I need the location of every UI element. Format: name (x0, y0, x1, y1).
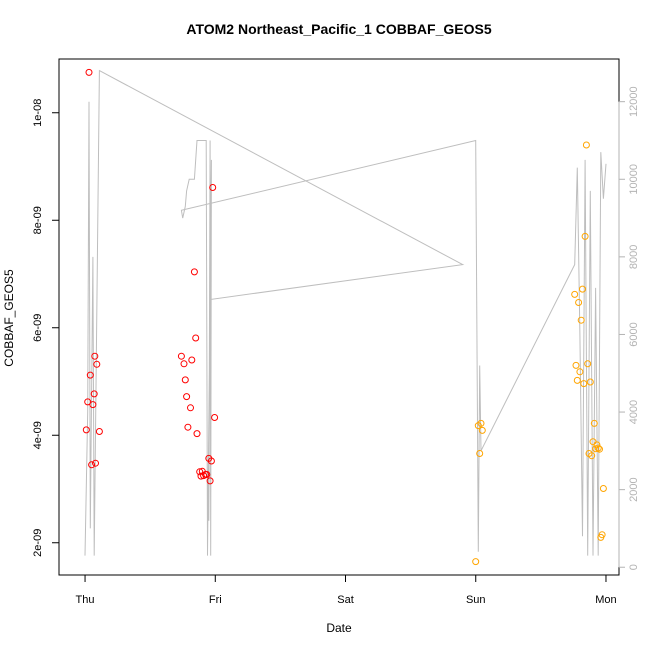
data-point-red-7 (91, 352, 99, 360)
y-tick-label-2: 6e-09 (32, 314, 44, 342)
x-tick-label-Sun: Sun (466, 594, 486, 606)
chart-title: ATOM2 Northeast_Pacific_1 COBBAF_GEOS5 (186, 21, 491, 37)
data-point-red-15 (184, 423, 192, 431)
plot-frame (58, 58, 620, 576)
data-point-orange-11 (579, 285, 586, 293)
data-point-red-2 (85, 68, 93, 76)
data-point-orange-26 (598, 531, 606, 539)
y2-tick-label-4: 8000 (628, 245, 640, 269)
data-point-orange-23 (594, 444, 602, 452)
data-point-orange-9 (576, 368, 584, 376)
altitude-line-layer (84, 69, 607, 556)
x-tick-label-Fri: Fri (209, 594, 222, 606)
y2-tick-label-5: 10000 (628, 164, 640, 195)
y-tick-label-1: 4e-09 (32, 421, 44, 449)
data-point-red-17 (188, 356, 196, 364)
y-tick-label-0: 2e-09 (32, 529, 44, 557)
data-point-orange-21 (592, 445, 600, 453)
data-point-red-14 (183, 393, 191, 401)
data-point-red-9 (93, 360, 101, 368)
data-point-orange-18 (588, 452, 596, 460)
data-point-orange-0 (472, 558, 480, 566)
data-point-red-12 (180, 360, 188, 368)
data-point-orange-13 (581, 232, 589, 240)
y-tick-label-4: 1e-08 (32, 99, 44, 127)
data-point-orange-19 (589, 438, 597, 446)
data-point-red-4 (88, 461, 96, 469)
data-point-red-31 (211, 414, 219, 421)
data-point-orange-12 (580, 380, 588, 388)
data-point-red-19 (192, 334, 200, 342)
x-tick-label-Mon: Mon (595, 594, 616, 606)
x-tick-label-Sat: Sat (337, 594, 354, 606)
altitude-line (84, 69, 607, 556)
data-point-orange-8 (575, 299, 583, 306)
data-point-orange-20 (590, 419, 598, 427)
data-point-orange-4 (478, 426, 486, 434)
points-layer (82, 68, 607, 566)
data-point-red-3 (86, 371, 94, 379)
data-point-red-11 (177, 352, 185, 360)
data-point-orange-7 (573, 376, 581, 384)
y2-tick-label-1: 2000 (628, 477, 640, 501)
data-point-red-26 (203, 471, 211, 478)
data-point-red-18 (190, 268, 198, 276)
y2-tick-label-2: 4000 (628, 400, 640, 424)
data-point-orange-2 (476, 450, 484, 457)
data-point-red-21 (196, 468, 204, 476)
data-point-orange-27 (599, 485, 607, 492)
data-point-orange-6 (572, 361, 580, 369)
y2-tick-label-0: 0 (628, 564, 640, 570)
y-axis-label: COBBAF_GEOS5 (2, 269, 16, 367)
x-axis: Thu Fri Sat Sun Mon (76, 574, 617, 606)
y2-tick-label-3: 6000 (628, 322, 640, 346)
data-point-orange-17 (586, 378, 594, 386)
x-tick-label-Thu: Thu (76, 594, 95, 606)
y-axis-right: 0 2000 4000 6000 8000 10000 12000 (618, 86, 640, 570)
data-point-orange-14 (582, 141, 590, 149)
x-axis-label: Date (326, 621, 352, 635)
y2-tick-label-6: 12000 (628, 86, 640, 117)
data-point-red-10 (95, 428, 103, 435)
data-point-orange-24 (596, 445, 603, 453)
y-tick-label-3: 8e-09 (32, 206, 44, 234)
data-point-red-0 (82, 426, 90, 434)
data-point-red-28 (206, 477, 214, 485)
data-point-red-29 (207, 457, 215, 465)
data-point-orange-3 (477, 419, 485, 427)
data-point-red-20 (193, 430, 201, 438)
data-point-red-16 (187, 404, 194, 412)
data-point-red-5 (89, 401, 97, 409)
data-point-orange-10 (577, 316, 585, 324)
data-point-red-30 (209, 184, 217, 191)
data-point-red-13 (181, 376, 189, 384)
data-point-orange-15 (584, 360, 592, 368)
data-point-orange-5 (571, 290, 579, 298)
data-point-red-6 (90, 390, 98, 398)
y-axis: 2e-09 4e-09 6e-09 8e-09 1e-08 (32, 99, 60, 557)
data-point-red-8 (92, 459, 99, 467)
